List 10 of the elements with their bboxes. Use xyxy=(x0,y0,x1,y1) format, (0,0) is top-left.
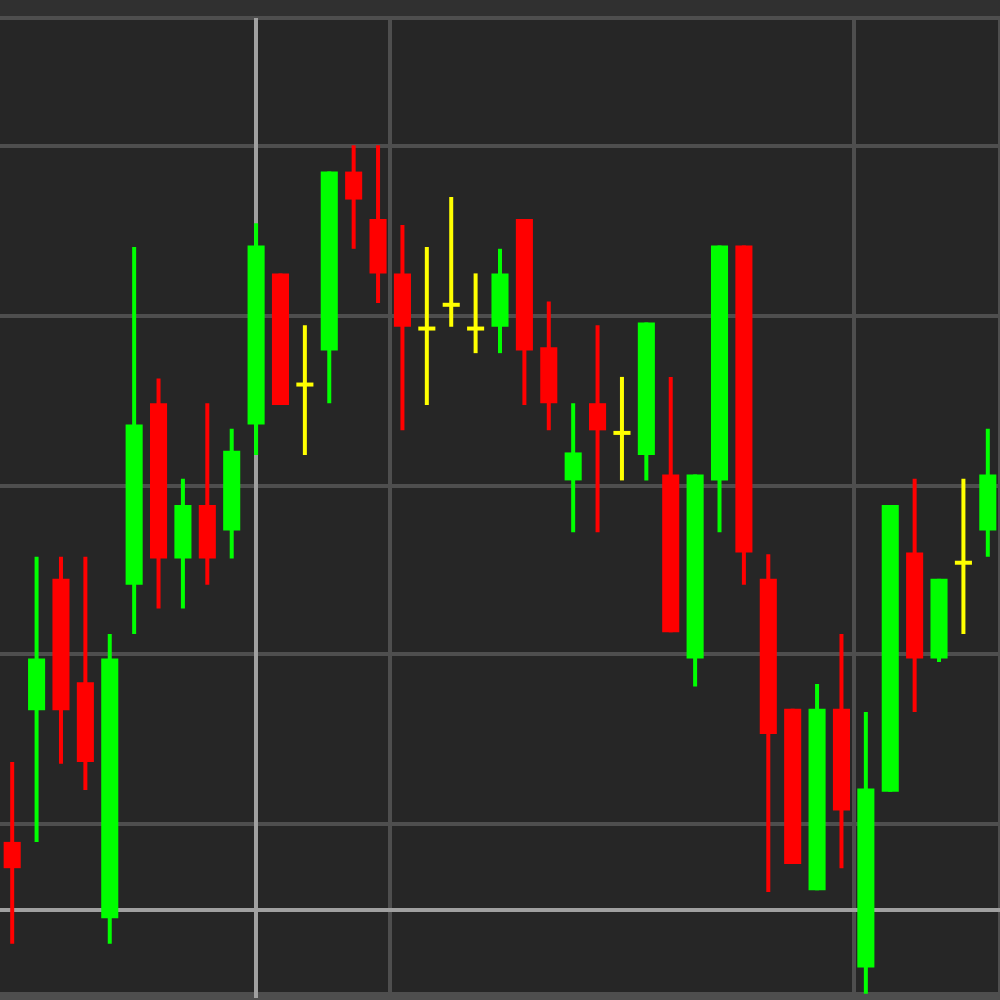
candlestick xyxy=(954,476,972,636)
candlestick xyxy=(613,374,631,483)
candlestick xyxy=(296,323,314,457)
candlestick xyxy=(564,401,582,535)
candlestick xyxy=(345,143,363,251)
candlestick xyxy=(467,271,485,356)
candlestick xyxy=(3,760,21,946)
candlestick xyxy=(418,245,436,407)
candlestick xyxy=(442,195,460,329)
candlestick xyxy=(589,323,607,535)
